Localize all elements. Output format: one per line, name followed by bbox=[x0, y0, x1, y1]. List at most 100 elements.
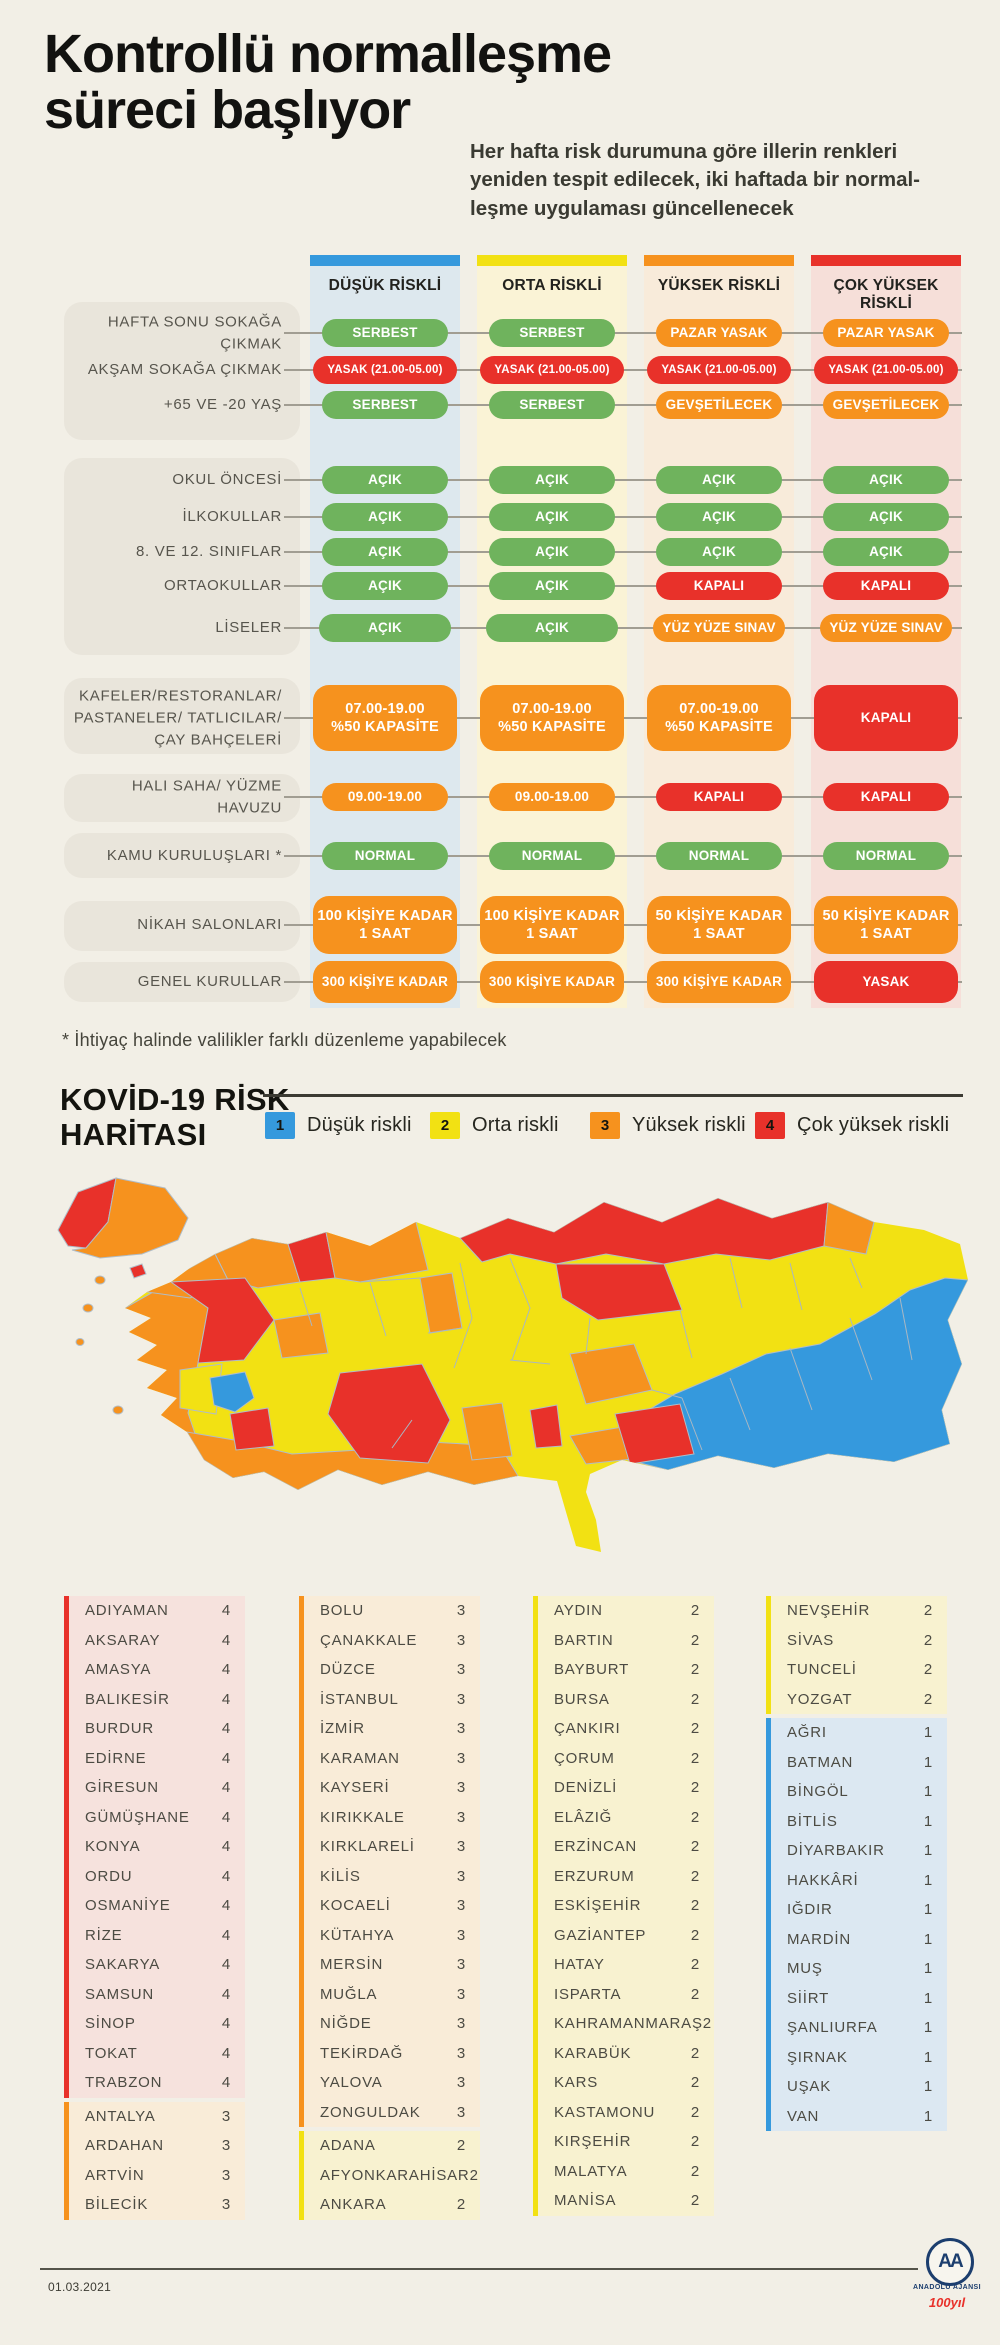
province-row: ŞIRNAK 1 bbox=[771, 2043, 947, 2073]
column-header: ORTA RİSKLİ bbox=[502, 277, 602, 294]
status-pill: GEVŞETİLECEK bbox=[656, 391, 782, 419]
province-risk-value: 3 bbox=[221, 2107, 231, 2125]
list-section-panel: ANTALYA 3 ARDAHAN 3 ARTVİN 3 BİLECİK 3 bbox=[64, 2101, 245, 2220]
province-row: BARTIN 2 bbox=[538, 1626, 714, 1656]
status-pill: KAPALI bbox=[656, 783, 782, 811]
province-row: ISPARTA 2 bbox=[538, 1980, 714, 2010]
status-pill: AÇIK bbox=[656, 466, 782, 494]
province-risk-value: 4 bbox=[221, 1926, 231, 1944]
province-risk-value: 3 bbox=[456, 2015, 466, 2033]
province-row: ESKİŞEHİR 2 bbox=[538, 1891, 714, 1921]
province-name: HAKKÂRİ bbox=[787, 1871, 859, 1889]
province-row: DÜZCE 3 bbox=[304, 1655, 480, 1685]
status-pill: 50 KİŞİYE KADAR 1 SAAT bbox=[647, 896, 791, 954]
label-group-box bbox=[64, 302, 300, 440]
map-island-aegean-3 bbox=[75, 1338, 85, 1346]
province-risk-value: 2 bbox=[469, 2166, 479, 2184]
status-pill: AÇIK bbox=[823, 503, 949, 531]
province-name: BARTIN bbox=[554, 1631, 614, 1649]
province-name: DÜZCE bbox=[320, 1661, 376, 1679]
province-name: BİNGÖL bbox=[787, 1783, 849, 1801]
province-name: ŞANLIURFA bbox=[787, 2019, 878, 2037]
row-label: LİSELER bbox=[215, 619, 282, 637]
province-row: HATAY 2 bbox=[538, 1950, 714, 1980]
province-name: GAZİANTEP bbox=[554, 1926, 647, 1944]
province-name: HATAY bbox=[554, 1956, 605, 1974]
province-name: DENİZLİ bbox=[554, 1779, 618, 1797]
province-risk-value: 4 bbox=[221, 1602, 231, 1620]
restrictions-table: DÜŞÜK RİSKLİ ORTA RİSKLİ YÜKSEK RİSKLİ ÇOK … bbox=[0, 0, 1000, 1010]
province-risk-value: 2 bbox=[690, 1749, 700, 1767]
province-risk-value: 4 bbox=[221, 1985, 231, 2003]
status-pill: PAZAR YASAK bbox=[656, 319, 782, 347]
province-name: ARTVİN bbox=[85, 2166, 145, 2184]
status-pill: 07.00-19.00 %50 KAPASİTE bbox=[647, 685, 791, 751]
province-name: ŞIRNAK bbox=[787, 2048, 848, 2066]
province-row: İZMİR 3 bbox=[304, 1714, 480, 1744]
province-risk-value: 2 bbox=[690, 1867, 700, 1885]
agency-anniversary-logo: 100yıl bbox=[928, 2295, 966, 2310]
province-row: IĞDIR 1 bbox=[771, 1895, 947, 1925]
status-pill: KAPALI bbox=[814, 685, 958, 751]
province-name: GİRESUN bbox=[85, 1779, 159, 1797]
column-header: ÇOK YÜKSEK RİSKLİ bbox=[833, 277, 939, 312]
row-label: HALI SAHA/ YÜZME HAVUZU bbox=[131, 777, 282, 816]
province-row: ANKARA 2 bbox=[304, 2190, 480, 2220]
province-risk-value: 4 bbox=[221, 1867, 231, 1885]
legend-swatch: 4 bbox=[755, 1112, 785, 1139]
status-pill: YASAK (21.00-05.00) bbox=[647, 356, 791, 384]
column-color-bar bbox=[811, 255, 961, 266]
province-row: BAYBURT 2 bbox=[538, 1655, 714, 1685]
province-risk-value: 1 bbox=[923, 1901, 933, 1919]
page-title: Kontrollü normalleşme süreci başlıyor bbox=[44, 24, 612, 141]
province-risk-value: 2 bbox=[690, 2192, 700, 2210]
connector-line bbox=[284, 479, 962, 481]
province-risk-value: 3 bbox=[456, 1956, 466, 1974]
province-risk-value: 3 bbox=[456, 2074, 466, 2092]
status-pill: 300 KİŞİYE KADAR bbox=[480, 961, 624, 1003]
province-row: KIRKLARELİ 3 bbox=[304, 1832, 480, 1862]
province-row: KOCAELİ 3 bbox=[304, 1891, 480, 1921]
province-name: KIRŞEHİR bbox=[554, 2133, 632, 2151]
status-pill: KAPALI bbox=[823, 572, 949, 600]
row-label: OKUL ÖNCESİ bbox=[172, 471, 282, 489]
province-row: ADIYAMAN 4 bbox=[69, 1596, 245, 1626]
province-name: BAYBURT bbox=[554, 1661, 630, 1679]
province-risk-value: 2 bbox=[690, 1720, 700, 1738]
footer-rule bbox=[40, 2268, 918, 2270]
province-name: RİZE bbox=[85, 1926, 123, 1944]
province-name: TRABZON bbox=[85, 2074, 163, 2092]
province-row: VAN 1 bbox=[771, 2102, 947, 2132]
province-row: EDİRNE 4 bbox=[69, 1744, 245, 1774]
status-pill: 07.00-19.00 %50 KAPASİTE bbox=[313, 685, 457, 751]
province-risk-value: 4 bbox=[221, 1661, 231, 1679]
province-name: VAN bbox=[787, 2107, 820, 2125]
province-risk-value: 2 bbox=[456, 2137, 466, 2155]
anadolu-agency-logo-icon: AA bbox=[926, 2238, 974, 2286]
turkey-risk-map bbox=[57, 1177, 968, 1552]
status-pill: AÇIK bbox=[489, 572, 615, 600]
province-risk-value: 3 bbox=[456, 1985, 466, 2003]
province-name: SİVAS bbox=[787, 1631, 835, 1649]
connector-line bbox=[284, 855, 962, 857]
province-row: MARDİN 1 bbox=[771, 1925, 947, 1955]
province-name: SAMSUN bbox=[85, 1985, 154, 2003]
status-pill: KAPALI bbox=[823, 783, 949, 811]
column-header: YÜKSEK RİSKLİ bbox=[657, 277, 781, 294]
province-name: ÇORUM bbox=[554, 1749, 615, 1767]
province-row: TUNCELİ 2 bbox=[771, 1655, 947, 1685]
province-row: SAKARYA 4 bbox=[69, 1950, 245, 1980]
status-pill: AÇIK bbox=[823, 466, 949, 494]
province-name: TOKAT bbox=[85, 2044, 138, 2062]
connector-line bbox=[284, 796, 962, 798]
province-name: ÇANKIRI bbox=[554, 1720, 621, 1738]
province-risk-value: 2 bbox=[690, 1838, 700, 1856]
province-name: KİLİS bbox=[320, 1867, 361, 1885]
province-row: BOLU 3 bbox=[304, 1596, 480, 1626]
province-row: ERZURUM 2 bbox=[538, 1862, 714, 1892]
status-pill: AÇIK bbox=[319, 614, 451, 642]
province-risk-value: 1 bbox=[923, 2078, 933, 2096]
province-name: MARDİN bbox=[787, 1930, 851, 1948]
row-label: AKŞAM SOKAĞA ÇIKMAK bbox=[87, 361, 282, 379]
province-row: MALATYA 2 bbox=[538, 2157, 714, 2187]
